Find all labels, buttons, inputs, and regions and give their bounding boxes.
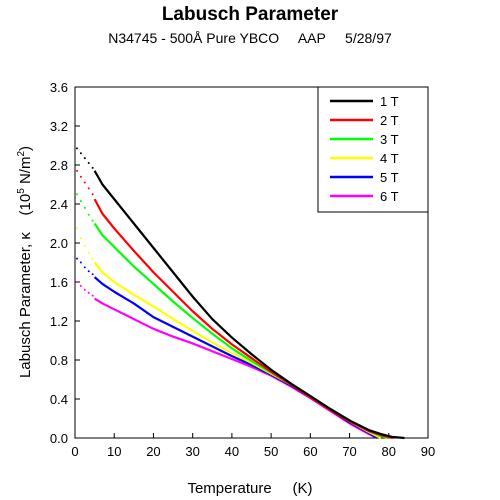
- legend-label: 2 T: [380, 113, 399, 128]
- x-tick-label: 70: [342, 444, 356, 459]
- y-tick-label: 0.4: [50, 392, 68, 407]
- series-point-2: [83, 181, 86, 184]
- y-tick-label: 2.0: [50, 236, 68, 251]
- series-point-5: [83, 266, 86, 269]
- series-point-4: [79, 237, 82, 240]
- y-tick-label: 2.4: [50, 197, 68, 212]
- series-line-4: [93, 261, 382, 439]
- series-point-4: [83, 244, 86, 247]
- y-axis-label-units-suffix: ): [17, 146, 34, 151]
- legend: 1 T 2 T 3 T 4 T 5 T 6 T: [317, 86, 429, 213]
- series-point-3: [75, 193, 78, 196]
- series-point-1: [75, 147, 78, 150]
- x-tick-label: 60: [303, 444, 317, 459]
- series-point-3: [91, 219, 94, 222]
- y-tick-label: 0.0: [50, 431, 68, 446]
- x-tick-label: 20: [146, 444, 160, 459]
- y-axis-label: Labusch Parameter, κ (105 N/m2): [16, 146, 34, 378]
- y-tick-label: 2.8: [50, 158, 68, 173]
- legend-label: 3 T: [380, 132, 399, 147]
- series-point-6: [79, 284, 82, 287]
- series-point-6: [87, 291, 90, 294]
- y-axis-label-units-mid: N/m: [17, 157, 34, 189]
- x-tick-label: 0: [71, 444, 78, 459]
- series-point-5: [79, 261, 82, 264]
- x-tick-labels: 0 10 20 30 40 50 60 70 80 90: [71, 444, 435, 459]
- series-line-5: [93, 276, 378, 439]
- y-tick-label: 1.2: [50, 314, 68, 329]
- legend-label: 6 T: [380, 189, 399, 204]
- x-tick-label: 40: [225, 444, 239, 459]
- series-point-5: [87, 270, 90, 273]
- y-axis-label-units-exp2: 2: [16, 151, 27, 157]
- plot-area: [74, 86, 429, 440]
- series-point-2: [87, 187, 90, 190]
- x-tick-label: 90: [421, 444, 435, 459]
- series-point-1: [79, 152, 82, 155]
- y-axis-label-units-prefix: (10: [17, 194, 34, 216]
- series-point-1: [83, 157, 86, 160]
- series-point-6: [83, 288, 86, 291]
- series-point-6: [91, 294, 94, 297]
- legend-label: 4 T: [380, 151, 399, 166]
- series-point-2: [75, 169, 78, 172]
- series-line-6: [94, 297, 378, 439]
- series-line-2: [93, 198, 393, 440]
- series-point-3: [87, 213, 90, 216]
- y-axis-label-units-exp: 5: [16, 188, 27, 194]
- series-point-4: [87, 251, 90, 254]
- series-line-1: [93, 170, 405, 440]
- legend-label: 1 T: [380, 94, 399, 109]
- y-tick-label: 3.2: [50, 119, 68, 134]
- series-point-3: [83, 206, 86, 209]
- chart-title: Labusch Parameter: [161, 4, 339, 25]
- y-tick-labels: 0.0 0.4 0.8 1.2 1.6 2.0 2.4 2.8 3.2 3.6: [50, 80, 68, 446]
- x-tick-label: 30: [185, 444, 199, 459]
- series-point-4: [91, 257, 94, 260]
- series-point-3: [79, 200, 82, 203]
- series-point-4: [75, 227, 78, 230]
- x-tick-label: 80: [382, 444, 396, 459]
- y-tick-label: 0.8: [50, 353, 68, 368]
- chart-subtitle: N34745 - 500Å Pure YBCO AAP 5/28/97: [108, 30, 392, 46]
- legend-box: [317, 86, 429, 213]
- plot-frame: [74, 86, 429, 439]
- series-point-1: [91, 166, 94, 169]
- series-point-5: [75, 257, 78, 260]
- legend-label: 5 T: [380, 170, 399, 185]
- series-point-6: [75, 281, 78, 283]
- y-tick-label: 1.6: [50, 275, 68, 290]
- y-axis-label-main: Labusch Parameter, κ: [17, 232, 34, 378]
- x-axis-label: Temperature (K): [187, 480, 312, 497]
- x-tick-label: 10: [107, 444, 121, 459]
- series-point-2: [79, 175, 82, 178]
- y-tick-label: 3.6: [50, 80, 68, 95]
- series-point-1: [87, 162, 90, 165]
- series-point-5: [91, 273, 94, 276]
- series-point-2: [91, 193, 94, 196]
- x-tick-label: 50: [264, 444, 278, 459]
